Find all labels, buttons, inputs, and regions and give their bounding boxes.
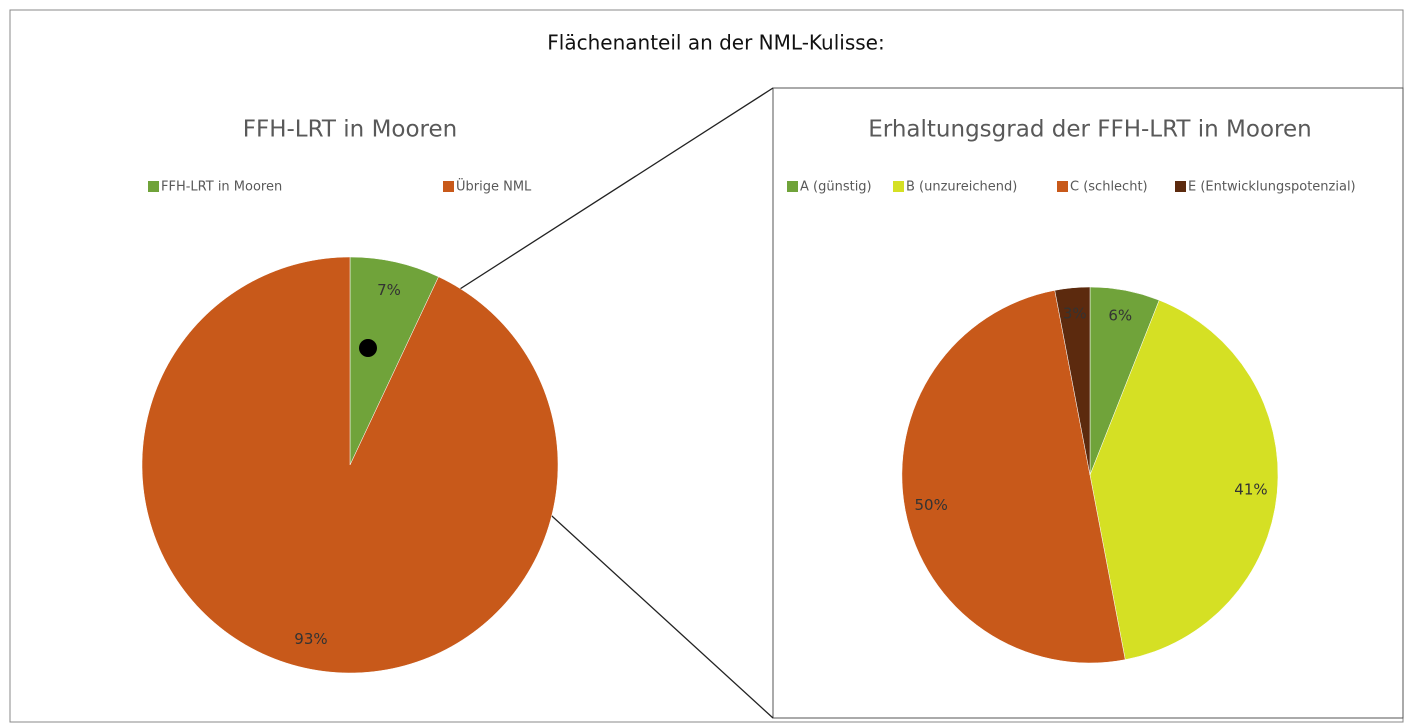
charts: FFH-LRT in Mooren 7% FFH-LRT in Mooren 93% Ü… <box>141 117 1356 674</box>
legend-label: C (schlecht) <box>1070 180 1148 195</box>
legend-swatch <box>787 181 798 192</box>
legend-swatch <box>1057 181 1068 192</box>
legend-label: A (günstig) <box>800 180 872 195</box>
pie-slice <box>1089 299 1279 660</box>
data-label: 41% <box>1234 481 1267 499</box>
legend-label: FFH-LRT in Mooren <box>161 180 282 195</box>
legend-label: E (Entwicklungspotenzial) <box>1188 180 1356 195</box>
zoom-dot <box>359 339 377 357</box>
data-label: 50% <box>915 496 948 514</box>
legend-label: Übrige NML <box>456 178 532 195</box>
legend-swatch <box>893 181 904 192</box>
chart-title: Erhaltungsgrad der FFH-LRT in Mooren <box>868 117 1311 143</box>
zoom-frame <box>772 87 1404 719</box>
main-title: Flächenanteil an der NML-Kulisse: <box>547 31 884 55</box>
legend-swatch <box>443 181 454 192</box>
pie-slice <box>1054 286 1091 476</box>
legend-swatch <box>1175 181 1186 192</box>
data-label: 7% <box>377 281 401 299</box>
data-label: 3% <box>1063 305 1087 323</box>
data-label: 6% <box>1108 307 1132 325</box>
pie-slice <box>141 256 559 674</box>
data-label: 93% <box>294 630 327 648</box>
legend-swatch <box>148 181 159 192</box>
chart-title: FFH-LRT in Mooren <box>243 117 457 143</box>
legend-label: B (unzureichend) <box>906 180 1017 195</box>
pie-slice <box>901 290 1126 664</box>
